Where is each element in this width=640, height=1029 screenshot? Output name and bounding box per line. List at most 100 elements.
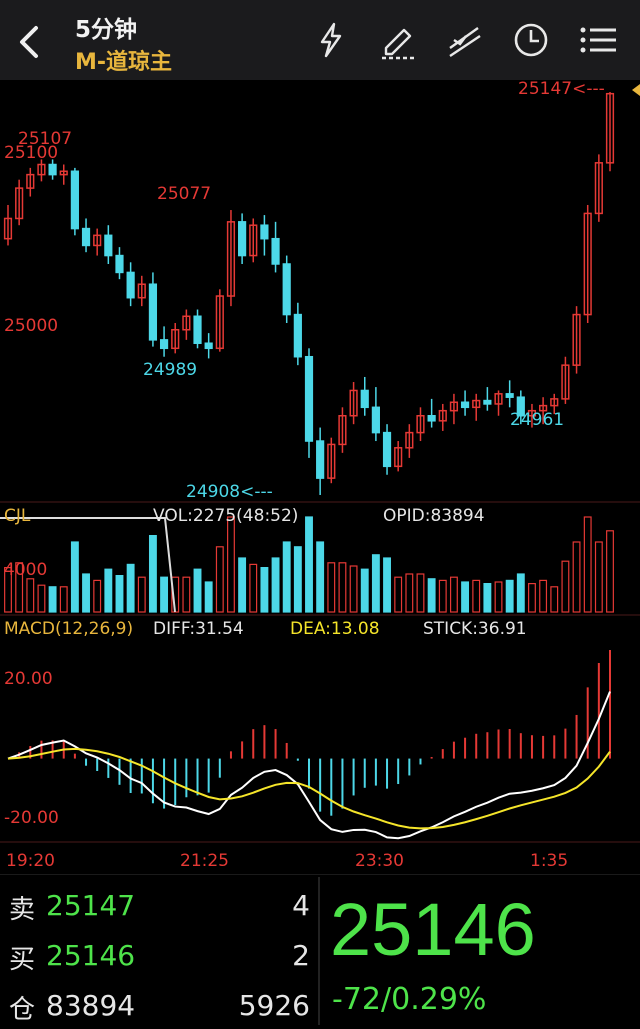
candle-body	[427, 414, 436, 422]
oi-right: 5926	[238, 989, 310, 1022]
volume-bar	[26, 578, 35, 613]
candle-body	[304, 355, 314, 442]
vol-text: VOL:2275(48:52)	[153, 506, 298, 526]
candle-body	[238, 221, 247, 257]
volume-bar	[606, 530, 614, 613]
macd-axis-label-pos: 20.00	[4, 669, 53, 689]
volume-bar	[505, 579, 514, 613]
annotation-high-left: 25107	[18, 129, 72, 149]
candle-body	[605, 92, 615, 164]
kline-chart[interactable]: 25100 25000 25107 25077 24989 24908<--- …	[0, 80, 640, 875]
lightning-icon[interactable]	[308, 18, 354, 62]
candle-body	[137, 283, 146, 299]
candle-body	[327, 443, 336, 479]
volume-bar	[550, 586, 559, 613]
volume-bar	[160, 576, 169, 613]
volume-bar	[461, 581, 470, 613]
price-change: -72/0.29%	[332, 982, 487, 1017]
volume-bar	[137, 576, 146, 613]
volume-bar	[394, 576, 403, 613]
sell-label: 卖	[9, 895, 36, 925]
draw-pen-icon[interactable]	[376, 18, 422, 62]
open-interest-row: 仓 83894 5926	[0, 981, 318, 1029]
quote-panel: 卖 25147 4 买 25146 2 仓 83894 5926 25146 -…	[0, 877, 640, 1025]
volume-bar	[48, 586, 57, 613]
volume-bar	[383, 557, 391, 613]
sell-row[interactable]: 卖 25147 4	[0, 881, 318, 929]
candle-body	[561, 364, 570, 400]
candle-body	[93, 234, 102, 247]
volume-bar	[516, 573, 525, 613]
candle-body	[293, 313, 302, 358]
buy-label: 买	[9, 945, 36, 975]
volume-bar	[204, 581, 213, 613]
annotation-high-right: 25147<---	[518, 80, 605, 99]
period-title: 5分钟	[75, 17, 138, 43]
annotation-high-mid: 25077	[157, 184, 211, 204]
price-pointer-icon	[632, 84, 640, 96]
volume-bar	[148, 534, 157, 613]
back-icon[interactable]	[14, 22, 46, 62]
candle-body	[382, 431, 392, 468]
candle-body	[550, 398, 559, 407]
volume-bar	[104, 568, 113, 613]
time-label: 21:25	[180, 851, 229, 871]
volume-bar	[349, 565, 358, 613]
candle-body	[193, 315, 202, 344]
candle-body	[483, 399, 492, 405]
candle-body	[104, 234, 113, 257]
opid-text: OPID:83894	[383, 506, 485, 526]
volume-bar	[528, 582, 536, 613]
volume-bar	[494, 581, 503, 613]
volume-bar	[260, 566, 269, 613]
volume-bar	[427, 578, 436, 613]
candle-body	[394, 447, 403, 468]
drawing-lines-icon[interactable]	[442, 18, 488, 62]
candle-body	[338, 414, 347, 446]
candle-body	[126, 271, 135, 299]
candle-body	[516, 396, 525, 417]
volume-bar	[327, 562, 336, 613]
buy-row[interactable]: 买 25146 2	[0, 931, 318, 979]
volume-bar	[115, 574, 124, 613]
candle-body	[26, 173, 35, 189]
candle-body	[59, 170, 68, 176]
volume-axis-label: 4000	[4, 560, 47, 580]
volume-bar	[15, 562, 24, 613]
time-label: 1:35	[530, 851, 568, 871]
volume-bar	[438, 579, 447, 613]
volume-bar	[360, 568, 369, 613]
volume-bar	[282, 541, 291, 613]
buy-qty: 2	[292, 939, 310, 972]
diff-line	[7, 691, 611, 840]
macd-label: MACD(12,26,9)	[4, 619, 133, 639]
cjl-line	[0, 517, 176, 613]
candle-body	[527, 409, 537, 417]
candle-body	[505, 393, 514, 398]
candle-body	[70, 170, 79, 230]
candle-body	[171, 329, 180, 350]
volume-bar	[539, 579, 548, 613]
volume-bar	[171, 576, 180, 613]
candle-body	[204, 342, 213, 350]
candle-body	[472, 399, 481, 409]
clock-icon[interactable]	[508, 18, 554, 62]
dea-line	[7, 747, 611, 830]
candle-body	[572, 313, 581, 366]
volume-bar	[271, 557, 280, 613]
candle-body	[15, 187, 24, 220]
macd-axis-label-neg: -20.00	[4, 808, 59, 828]
volume-bar	[227, 516, 235, 613]
candle-body	[271, 237, 280, 265]
volume-bar	[472, 579, 481, 613]
macd-histogram	[18, 650, 611, 816]
volume-bar	[59, 586, 68, 613]
volume-bar	[4, 566, 12, 613]
volume-bar	[82, 573, 90, 613]
candle-body	[594, 162, 603, 215]
candle-body	[48, 163, 57, 176]
volume-bar	[316, 541, 325, 613]
level-label-25000: 25000	[4, 316, 58, 336]
menu-list-icon[interactable]	[576, 18, 622, 62]
volume-bar	[594, 541, 603, 613]
